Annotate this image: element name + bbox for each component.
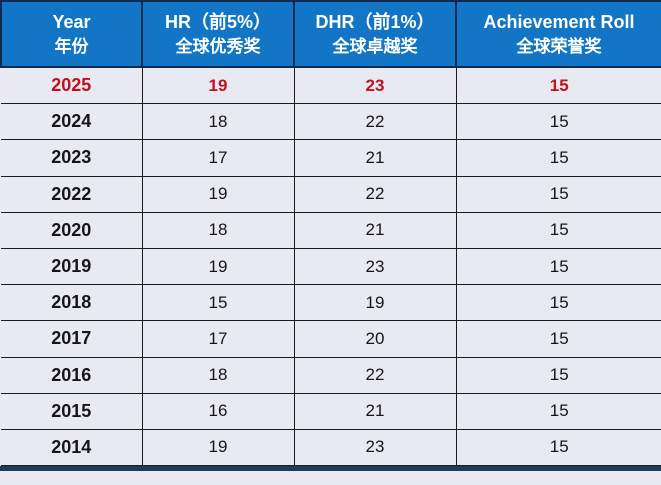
- value-cell: 15: [455, 392, 661, 430]
- value-cell: 15: [141, 284, 295, 322]
- value-cell: 15: [455, 211, 661, 249]
- value-cell: 15: [455, 66, 661, 105]
- bottom-divider-bar: [0, 466, 661, 472]
- value-cell: 17: [141, 139, 295, 177]
- year-cell: 2024: [1, 103, 143, 141]
- value-cell: 15: [455, 175, 661, 213]
- value-cell: 19: [141, 428, 295, 467]
- value-cell: 23: [293, 428, 457, 467]
- value-cell: 15: [455, 103, 661, 141]
- column-header-hr-zh: 全球优秀奖: [175, 36, 261, 56]
- column-header-year: Year 年份: [0, 0, 143, 68]
- year-cell: 2016: [1, 356, 143, 394]
- value-cell: 15: [455, 320, 661, 358]
- value-cell: 21: [293, 139, 457, 177]
- value-cell: 21: [293, 392, 457, 430]
- table-row: 2022 19 22 15: [1, 175, 661, 213]
- value-cell: 22: [293, 356, 457, 394]
- table-row: 2018 15 19 15: [1, 284, 661, 322]
- value-cell: 23: [293, 247, 457, 286]
- column-header-hr: HR（前5%） 全球优秀奖: [141, 0, 295, 68]
- year-cell: 2017: [1, 320, 143, 358]
- value-cell: 20: [293, 320, 457, 358]
- table-row: 2023 17 21 15: [1, 139, 661, 177]
- value-cell: 18: [141, 103, 295, 141]
- year-cell: 2020: [1, 211, 143, 249]
- value-cell: 21: [293, 211, 457, 249]
- table-row: 2020 18 21 15: [1, 211, 661, 249]
- awards-table: Year 年份 HR（前5%） 全球优秀奖 DHR（前1%） 全球卓越奖 Ach…: [0, 0, 661, 467]
- year-cell: 2015: [1, 392, 143, 430]
- year-cell: 2022: [1, 175, 143, 213]
- value-cell: 19: [293, 284, 457, 322]
- value-cell: 22: [293, 103, 457, 141]
- header-row: Year 年份 HR（前5%） 全球优秀奖 DHR（前1%） 全球卓越奖 Ach…: [0, 0, 661, 68]
- column-header-dhr-en: DHR（前1%）: [315, 12, 435, 33]
- year-cell: 2014: [1, 428, 143, 467]
- table-row: 2025 19 23 15: [1, 66, 661, 105]
- table-row: 2024 18 22 15: [1, 103, 661, 141]
- value-cell: 23: [293, 66, 457, 105]
- value-cell: 15: [455, 247, 661, 286]
- value-cell: 18: [141, 356, 295, 394]
- column-header-hr-en: HR（前5%）: [164, 12, 271, 33]
- column-header-achievement-roll: Achievement Roll 全球荣誉奖: [455, 0, 661, 68]
- value-cell: 18: [141, 211, 295, 249]
- column-header-year-en: Year: [52, 12, 91, 33]
- value-cell: 15: [455, 284, 661, 322]
- awards-table-body: 2025 19 23 15 2024 18 22 15 2023 17 21 15 2022 19 22 15…: [1, 66, 661, 467]
- value-cell: 19: [141, 175, 295, 213]
- value-cell: 17: [141, 320, 295, 358]
- value-cell: 15: [455, 428, 661, 467]
- column-header-dhr: DHR（前1%） 全球卓越奖: [293, 0, 457, 68]
- year-cell: 2018: [1, 284, 143, 322]
- column-header-year-zh: 年份: [54, 36, 89, 56]
- value-cell: 16: [141, 392, 295, 430]
- year-cell: 2023: [1, 139, 143, 177]
- year-cell: 2025: [1, 66, 143, 105]
- table-row: 2016 18 22 15: [1, 356, 661, 394]
- table-row: 2015 16 21 15: [1, 392, 661, 430]
- table-row: 2019 19 23 15: [1, 247, 661, 286]
- column-header-achievement-roll-en: Achievement Roll: [483, 12, 635, 33]
- column-header-achievement-roll-zh: 全球荣誉奖: [516, 36, 602, 56]
- value-cell: 15: [455, 139, 661, 177]
- value-cell: 19: [141, 247, 295, 286]
- column-header-dhr-zh: 全球卓越奖: [332, 36, 418, 56]
- value-cell: 22: [293, 175, 457, 213]
- value-cell: 19: [141, 66, 295, 105]
- table-row: 2014 19 23 15: [1, 428, 661, 467]
- value-cell: 15: [455, 356, 661, 394]
- table-row: 2017 17 20 15: [1, 320, 661, 358]
- awards-table-header: Year 年份 HR（前5%） 全球优秀奖 DHR（前1%） 全球卓越奖 Ach…: [0, 0, 661, 68]
- year-cell: 2019: [1, 247, 143, 286]
